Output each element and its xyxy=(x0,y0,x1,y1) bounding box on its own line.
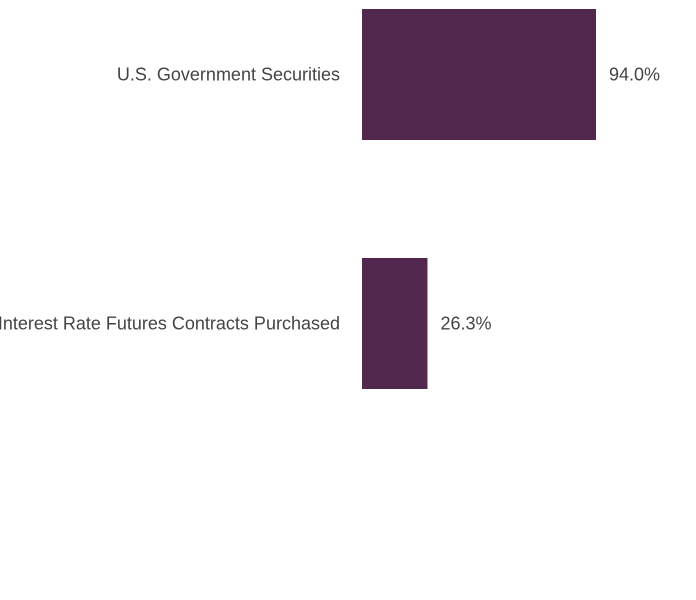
value-label-1: 26.3% xyxy=(440,314,491,334)
bar-1 xyxy=(362,258,428,389)
value-labels-group: 94.0% 26.3% xyxy=(440,65,660,334)
bars-group xyxy=(362,9,596,389)
value-label-0: 94.0% xyxy=(609,65,660,85)
category-label-0: U.S. Government Securities xyxy=(117,65,340,85)
category-label-1: Interest Rate Futures Contracts Purchase… xyxy=(0,314,340,334)
bar-0 xyxy=(362,9,596,140)
category-labels-group: U.S. Government Securities Interest Rate … xyxy=(0,65,340,334)
